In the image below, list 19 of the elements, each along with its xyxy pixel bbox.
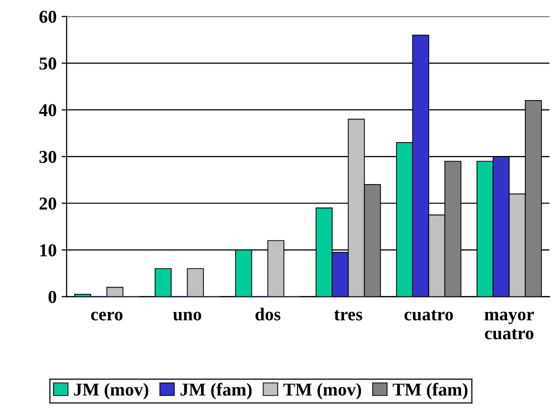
bar <box>106 286 124 297</box>
legend-label: JM (mov) <box>74 382 148 400</box>
x-tick-label: uno <box>173 312 202 320</box>
x-tick-label: cuatro <box>404 310 453 320</box>
y-tick-label: 30 <box>40 150 56 163</box>
x-tick-label: tres <box>334 310 362 320</box>
x-tick-label: cero <box>91 312 123 320</box>
x-tick-label: dos <box>255 308 280 320</box>
y-tick-label: 50 <box>40 57 56 70</box>
legend-label: TM (mov) <box>283 382 362 400</box>
bar <box>186 268 204 297</box>
y-tick-label: 20 <box>40 198 56 210</box>
legend-label: TM (fam) <box>392 382 468 400</box>
y-tick-label: 0 <box>48 290 56 304</box>
x-tick-label: mayor cuatro <box>484 312 534 340</box>
y-tick-label: 40 <box>39 104 56 116</box>
y-tick-label: 60 <box>39 10 56 23</box>
legend-label: JM (fam) <box>180 382 252 400</box>
y-tick-label: 10 <box>40 244 56 256</box>
